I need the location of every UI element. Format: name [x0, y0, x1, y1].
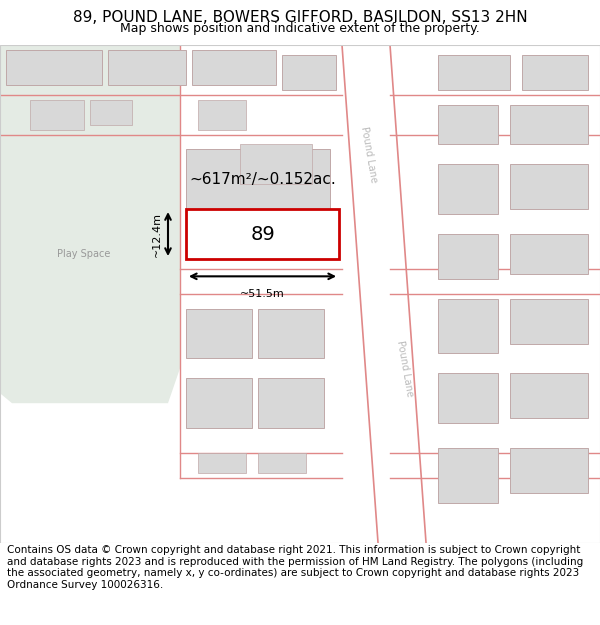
Bar — [438, 164, 498, 214]
Bar — [30, 100, 84, 129]
Bar — [282, 55, 336, 90]
Bar — [438, 299, 498, 354]
Bar — [90, 100, 132, 124]
Bar — [108, 50, 186, 85]
Bar — [186, 209, 339, 259]
Bar — [186, 149, 330, 219]
Bar — [192, 50, 276, 85]
Bar — [522, 55, 588, 90]
Polygon shape — [342, 45, 426, 542]
Bar — [186, 378, 252, 428]
Bar — [438, 448, 498, 503]
Bar — [510, 448, 588, 493]
Bar — [510, 299, 588, 344]
Bar — [6, 50, 102, 85]
Text: Pound Lane: Pound Lane — [359, 126, 379, 183]
Bar — [240, 144, 312, 184]
Bar — [258, 309, 324, 358]
Text: 89, POUND LANE, BOWERS GIFFORD, BASILDON, SS13 2HN: 89, POUND LANE, BOWERS GIFFORD, BASILDON… — [73, 10, 527, 25]
Polygon shape — [0, 45, 180, 403]
Bar — [258, 378, 324, 428]
Bar — [438, 55, 510, 90]
Text: Contains OS data © Crown copyright and database right 2021. This information is : Contains OS data © Crown copyright and d… — [7, 545, 583, 590]
Bar — [438, 105, 498, 144]
Text: ~51.5m: ~51.5m — [240, 289, 285, 299]
Text: Pound Lane: Pound Lane — [395, 339, 415, 398]
Bar — [510, 164, 588, 209]
Bar — [198, 100, 246, 129]
Text: Map shows position and indicative extent of the property.: Map shows position and indicative extent… — [120, 22, 480, 35]
Bar — [438, 373, 498, 423]
Bar — [186, 309, 252, 358]
Text: ~12.4m: ~12.4m — [152, 211, 162, 256]
Text: ~617m²/~0.152ac.: ~617m²/~0.152ac. — [189, 172, 336, 187]
Text: 89: 89 — [250, 224, 275, 244]
Bar — [510, 373, 588, 418]
Bar — [510, 105, 588, 144]
Bar — [198, 453, 246, 473]
Bar — [438, 234, 498, 279]
Bar — [510, 234, 588, 274]
Bar — [258, 453, 306, 473]
Text: Play Space: Play Space — [58, 249, 110, 259]
